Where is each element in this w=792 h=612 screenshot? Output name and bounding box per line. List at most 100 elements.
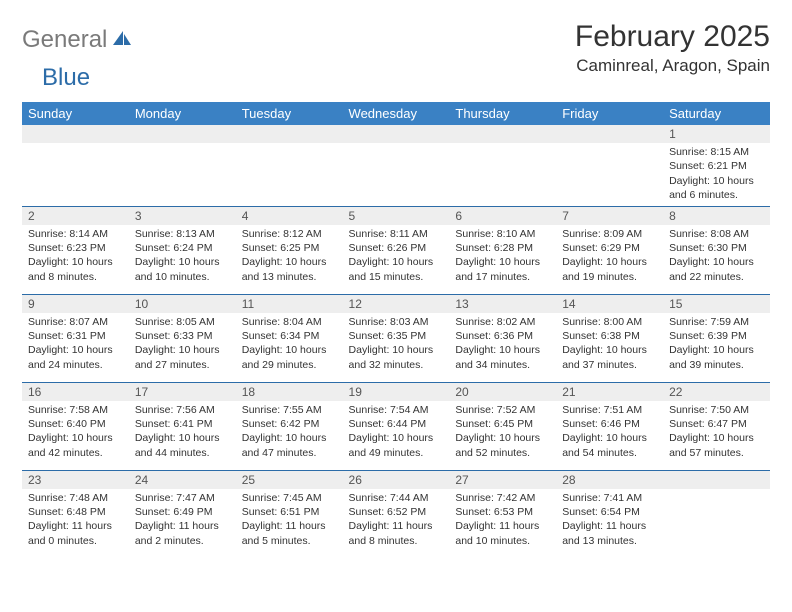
day-number: 1 <box>663 125 770 143</box>
day-number <box>556 125 663 143</box>
sunset: Sunset: 6:38 PM <box>562 329 657 343</box>
sunrise: Sunrise: 7:58 AM <box>28 403 123 417</box>
day-number: 19 <box>343 383 450 401</box>
day-details: Sunrise: 8:08 AMSunset: 6:30 PMDaylight:… <box>663 225 770 288</box>
day-details: Sunrise: 7:51 AMSunset: 6:46 PMDaylight:… <box>556 401 663 464</box>
calendar-cell: 20Sunrise: 7:52 AMSunset: 6:45 PMDayligh… <box>449 382 556 470</box>
day-number: 15 <box>663 295 770 313</box>
daylight: Daylight: 10 hours and 37 minutes. <box>562 343 657 371</box>
calendar-cell: 12Sunrise: 8:03 AMSunset: 6:35 PMDayligh… <box>343 294 450 382</box>
daylight: Daylight: 10 hours and 6 minutes. <box>669 174 764 202</box>
day-details: Sunrise: 8:00 AMSunset: 6:38 PMDaylight:… <box>556 313 663 376</box>
day-details: Sunrise: 7:55 AMSunset: 6:42 PMDaylight:… <box>236 401 343 464</box>
sunrise: Sunrise: 8:02 AM <box>455 315 550 329</box>
sunrise: Sunrise: 8:14 AM <box>28 227 123 241</box>
calendar-cell <box>236 125 343 206</box>
daylight: Daylight: 10 hours and 39 minutes. <box>669 343 764 371</box>
sunrise: Sunrise: 8:00 AM <box>562 315 657 329</box>
day-details: Sunrise: 8:02 AMSunset: 6:36 PMDaylight:… <box>449 313 556 376</box>
daylight: Daylight: 10 hours and 34 minutes. <box>455 343 550 371</box>
calendar-cell: 15 Sunrise: 7:59 AMSunset: 6:39 PMDayligh… <box>663 294 770 382</box>
sunset: Sunset: 6:39 PM <box>669 329 764 343</box>
day-number <box>129 125 236 143</box>
daylight: Daylight: 10 hours and 19 minutes. <box>562 255 657 283</box>
calendar-cell: 6Sunrise: 8:10 AMSunset: 6:28 PMDaylight… <box>449 206 556 294</box>
sunset: Sunset: 6:26 PM <box>349 241 444 255</box>
sunrise: Sunrise: 8:07 AM <box>28 315 123 329</box>
sunset: Sunset: 6:46 PM <box>562 417 657 431</box>
calendar-cell <box>129 125 236 206</box>
location: Caminreal, Aragon, Spain <box>575 56 770 76</box>
daylight: Daylight: 10 hours and 49 minutes. <box>349 431 444 459</box>
sunrise: Sunrise: 7:55 AM <box>242 403 337 417</box>
day-details: Sunrise: 7:56 AMSunset: 6:41 PMDaylight:… <box>129 401 236 464</box>
day-number: 7 <box>556 207 663 225</box>
calendar-week: 2Sunrise: 8:14 AMSunset: 6:23 PMDaylight… <box>22 206 770 294</box>
sunset: Sunset: 6:36 PM <box>455 329 550 343</box>
calendar-cell: 19Sunrise: 7:54 AMSunset: 6:44 PMDayligh… <box>343 382 450 470</box>
daylight: Daylight: 10 hours and 47 minutes. <box>242 431 337 459</box>
day-number: 20 <box>449 383 556 401</box>
sunset: Sunset: 6:47 PM <box>669 417 764 431</box>
sunrise: Sunrise: 8:09 AM <box>562 227 657 241</box>
sunset: Sunset: 6:54 PM <box>562 505 657 519</box>
day-number: 21 <box>556 383 663 401</box>
daylight: Daylight: 10 hours and 24 minutes. <box>28 343 123 371</box>
sunset: Sunset: 6:33 PM <box>135 329 230 343</box>
calendar-cell: 7Sunrise: 8:09 AMSunset: 6:29 PMDaylight… <box>556 206 663 294</box>
logo-blue: Blue <box>22 64 90 92</box>
day-number: 6 <box>449 207 556 225</box>
day-number <box>449 125 556 143</box>
day-number: 2 <box>22 207 129 225</box>
day-number: 23 <box>22 471 129 489</box>
calendar-cell: 24Sunrise: 7:47 AMSunset: 6:49 PMDayligh… <box>129 470 236 558</box>
day-details: Sunrise: 7:47 AMSunset: 6:49 PMDaylight:… <box>129 489 236 552</box>
col-thursday: Thursday <box>449 102 556 125</box>
calendar-cell: 8Sunrise: 8:08 AMSunset: 6:30 PMDaylight… <box>663 206 770 294</box>
col-monday: Monday <box>129 102 236 125</box>
sunset: Sunset: 6:30 PM <box>669 241 764 255</box>
day-details: Sunrise: 7:45 AMSunset: 6:51 PMDaylight:… <box>236 489 343 552</box>
daylight: Daylight: 10 hours and 42 minutes. <box>28 431 123 459</box>
day-details: Sunrise: 7:44 AMSunset: 6:52 PMDaylight:… <box>343 489 450 552</box>
day-number: 12 <box>343 295 450 313</box>
calendar-body: 1Sunrise: 8:15 AMSunset: 6:21 PMDaylight… <box>22 125 770 558</box>
day-number: 27 <box>449 471 556 489</box>
sunset: Sunset: 6:48 PM <box>28 505 123 519</box>
day-details: Sunrise: 8:07 AMSunset: 6:31 PMDaylight:… <box>22 313 129 376</box>
day-number: 4 <box>236 207 343 225</box>
sunrise: Sunrise: 8:15 AM <box>669 145 764 159</box>
calendar-cell: 21Sunrise: 7:51 AMSunset: 6:46 PMDayligh… <box>556 382 663 470</box>
calendar-cell: 4Sunrise: 8:12 AMSunset: 6:25 PMDaylight… <box>236 206 343 294</box>
day-number: 10 <box>129 295 236 313</box>
daylight: Daylight: 10 hours and 44 minutes. <box>135 431 230 459</box>
sunrise: Sunrise: 8:10 AM <box>455 227 550 241</box>
day-details: Sunrise: 8:12 AMSunset: 6:25 PMDaylight:… <box>236 225 343 288</box>
sunrise: Sunrise: 7:52 AM <box>455 403 550 417</box>
logo-general: General <box>22 26 107 54</box>
col-friday: Friday <box>556 102 663 125</box>
calendar-cell: 27Sunrise: 7:42 AMSunset: 6:53 PMDayligh… <box>449 470 556 558</box>
sunset: Sunset: 6:34 PM <box>242 329 337 343</box>
day-details: Sunrise: 8:04 AMSunset: 6:34 PMDaylight:… <box>236 313 343 376</box>
sunset: Sunset: 6:44 PM <box>349 417 444 431</box>
sunrise: Sunrise: 7:59 AM <box>669 315 764 329</box>
day-number: 16 <box>22 383 129 401</box>
calendar-week: 16Sunrise: 7:58 AMSunset: 6:40 PMDayligh… <box>22 382 770 470</box>
calendar-cell: 18Sunrise: 7:55 AMSunset: 6:42 PMDayligh… <box>236 382 343 470</box>
day-number <box>236 125 343 143</box>
sunrise: Sunrise: 8:08 AM <box>669 227 764 241</box>
calendar-cell: 9Sunrise: 8:07 AMSunset: 6:31 PMDaylight… <box>22 294 129 382</box>
sunrise: Sunrise: 8:13 AM <box>135 227 230 241</box>
calendar-cell: 16Sunrise: 7:58 AMSunset: 6:40 PMDayligh… <box>22 382 129 470</box>
sunrise: Sunrise: 7:47 AM <box>135 491 230 505</box>
daylight: Daylight: 10 hours and 10 minutes. <box>135 255 230 283</box>
sunrise: Sunrise: 8:11 AM <box>349 227 444 241</box>
col-tuesday: Tuesday <box>236 102 343 125</box>
day-number: 8 <box>663 207 770 225</box>
day-number: 9 <box>22 295 129 313</box>
sunset: Sunset: 6:21 PM <box>669 159 764 173</box>
day-number: 28 <box>556 471 663 489</box>
calendar-cell: 11Sunrise: 8:04 AMSunset: 6:34 PMDayligh… <box>236 294 343 382</box>
calendar-cell: 22Sunrise: 7:50 AMSunset: 6:47 PMDayligh… <box>663 382 770 470</box>
